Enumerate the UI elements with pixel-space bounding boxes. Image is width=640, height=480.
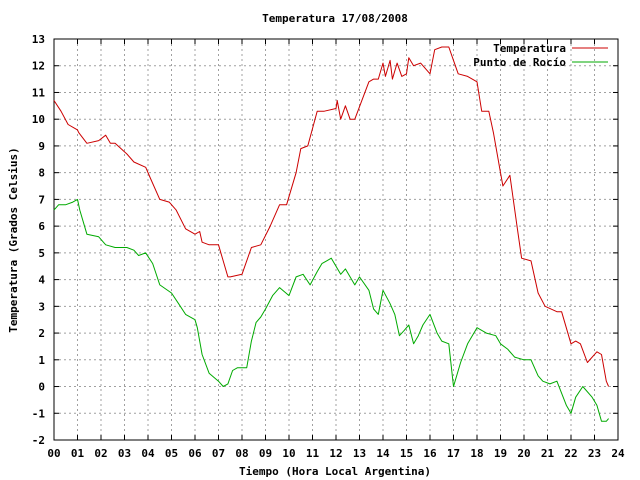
x-tick-label: 07 (212, 447, 225, 460)
legend-label-punto-de-rocio: Punto de Rocío (473, 56, 566, 69)
x-tick-label: 08 (235, 447, 248, 460)
x-tick-label: 22 (564, 447, 577, 460)
series-line-temperatura (53, 46, 610, 387)
x-tick-label: 13 (353, 447, 366, 460)
y-tick-label: 9 (38, 140, 45, 153)
y-tick-label: -2 (32, 434, 45, 447)
legend: Temperatura Punto de Rocío (473, 42, 608, 69)
y-tick-label: 2 (38, 327, 45, 340)
x-tick-label: 01 (71, 447, 85, 460)
x-tick-label: 19 (494, 447, 507, 460)
legend-label-temperatura: Temperatura (493, 42, 566, 55)
series-line-punto-de-rocio (53, 198, 609, 422)
x-tick-label: 06 (188, 447, 202, 460)
x-tick-label: 09 (259, 447, 272, 460)
x-tick-label: 20 (517, 447, 530, 460)
x-tick-label: 21 (541, 447, 555, 460)
y-tick-label: 7 (38, 193, 45, 206)
series-lines (53, 46, 610, 422)
y-axis-label: Temperatura (Grados Celsius) (7, 147, 20, 332)
x-tick-label: 12 (329, 447, 342, 460)
y-tick-label: 3 (38, 300, 45, 313)
x-tick-label: 15 (400, 447, 413, 460)
axis-ticks (53, 38, 619, 441)
x-tick-label: 03 (118, 447, 131, 460)
x-tick-label: 00 (47, 447, 60, 460)
y-tick-label: 13 (32, 33, 45, 46)
y-tick-label: 11 (32, 86, 46, 99)
y-tick-label: 10 (32, 113, 45, 126)
x-tick-label: 23 (588, 447, 601, 460)
x-axis-label: Tiempo (Hora Local Argentina) (239, 465, 431, 478)
y-tick-label: 12 (32, 60, 45, 73)
x-tick-label: 05 (165, 447, 178, 460)
y-tick-label: 5 (38, 247, 45, 260)
grid-lines (54, 39, 618, 440)
x-tick-label: 04 (141, 447, 155, 460)
y-tick-label: -1 (32, 407, 46, 420)
x-tick-label: 11 (306, 447, 320, 460)
x-tick-label: 10 (282, 447, 295, 460)
x-tick-label: 14 (376, 447, 390, 460)
y-tick-label: 8 (38, 167, 45, 180)
x-tick-label: 18 (470, 447, 483, 460)
y-tick-label: 0 (38, 381, 45, 394)
y-tick-label: 6 (38, 220, 45, 233)
chart-title: Temperatura 17/08/2008 (262, 12, 408, 25)
x-tick-label: 24 (611, 447, 625, 460)
y-tick-label: 1 (38, 354, 45, 367)
x-tick-label: 02 (94, 447, 107, 460)
x-tick-label: 16 (423, 447, 437, 460)
x-tick-label: 17 (447, 447, 460, 460)
y-tick-label: 4 (38, 274, 45, 287)
x-tick-labels: 00 01 02 03 04 05 06 07 08 09 10 11 12 13 14 15 16 17 18 19… (47, 447, 625, 460)
